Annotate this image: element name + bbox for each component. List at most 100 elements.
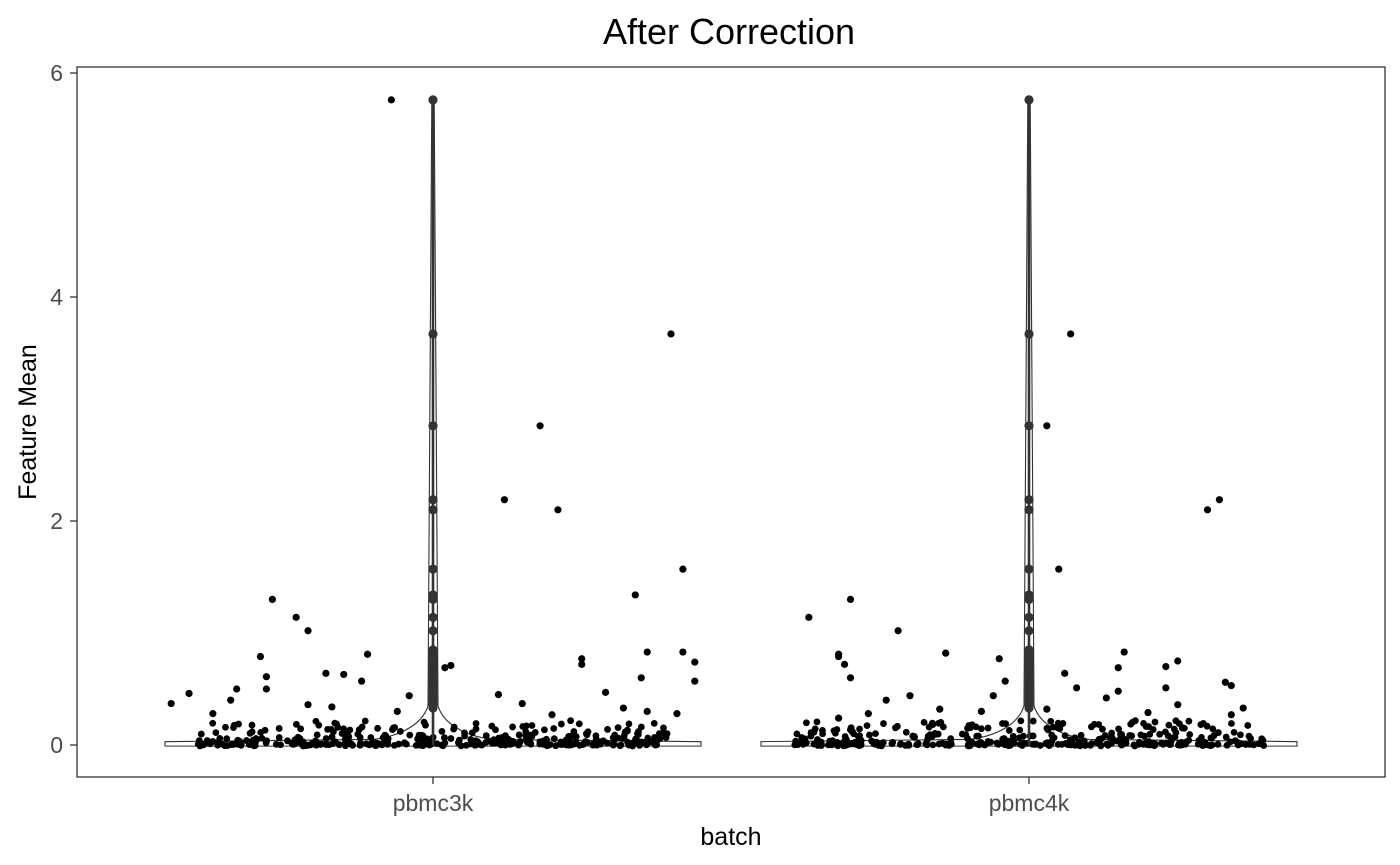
center-point [1024, 505, 1034, 515]
jitter-point [212, 729, 220, 737]
jitter-point [1227, 711, 1235, 719]
y-tick-label: 0 [50, 732, 63, 758]
jitter-point [541, 726, 548, 734]
jitter-point [472, 720, 480, 727]
jitter-point [616, 742, 624, 750]
jitter-point [636, 741, 644, 749]
center-point [1024, 703, 1034, 713]
jitter-point [1203, 722, 1211, 730]
jitter-point [304, 701, 312, 709]
jitter-point [185, 689, 193, 698]
jitter-point [1002, 720, 1009, 728]
jitter-point [942, 649, 950, 657]
jitter-point [312, 717, 320, 725]
jitter-point [578, 660, 586, 668]
jitter-point [358, 677, 366, 685]
jitter-point [1174, 701, 1182, 709]
jitter-point [835, 714, 843, 722]
jitter-point [550, 735, 558, 743]
jitter-point [229, 741, 237, 748]
jitter-point [819, 730, 827, 738]
jitter-point [277, 741, 284, 749]
jitter-point [393, 707, 401, 716]
jitter-point [329, 740, 336, 748]
x-tick-label: pbmc3k [393, 790, 474, 816]
jitter-point [920, 718, 928, 726]
jitter-point [478, 741, 486, 749]
jitter-point [531, 729, 539, 736]
jitter-point [500, 496, 508, 504]
jitter-point [289, 740, 297, 748]
jitter-point [625, 720, 633, 728]
jitter-point [227, 696, 235, 704]
jitter-point [550, 725, 558, 732]
jitter-point [275, 725, 283, 732]
jitter-point [856, 732, 863, 740]
jitter-point [418, 740, 425, 748]
jitter-point [911, 734, 918, 741]
jitter-point [679, 648, 687, 656]
jitter-point [203, 737, 211, 744]
jitter-point [984, 738, 992, 745]
jitter-point [1043, 422, 1051, 430]
jitter-point [863, 722, 871, 730]
jitter-point [1043, 705, 1051, 713]
jitter-point [441, 664, 449, 672]
jitter-point [575, 720, 583, 728]
jitter-point [482, 732, 490, 740]
jitter-point [1185, 717, 1193, 725]
jitter-point [297, 725, 305, 733]
jitter-point [299, 740, 307, 748]
jitter-point [554, 506, 562, 514]
jitter-point [650, 719, 658, 727]
jitter-point [962, 731, 970, 739]
jitter-point [1029, 717, 1037, 725]
jitter-point [361, 717, 369, 725]
jitter-point [993, 739, 1001, 747]
jitter-point [167, 699, 175, 708]
jitter-point [1081, 741, 1089, 749]
jitter-point [338, 730, 346, 737]
jitter-point [1008, 740, 1015, 747]
jitter-point [1239, 704, 1247, 712]
jitter-point [209, 710, 217, 718]
jitter-point [906, 692, 914, 700]
jitter-point [1115, 725, 1122, 733]
jitter-point [1228, 720, 1235, 727]
jitter-point [420, 718, 428, 726]
y-tick-label: 6 [50, 60, 63, 86]
jitter-point [1209, 725, 1217, 733]
x-tick-label: pbmc4k [989, 790, 1070, 816]
jitter-point [673, 710, 681, 718]
jitter-point [1071, 734, 1079, 742]
jitter-point [834, 742, 842, 750]
jitter-point [1182, 738, 1190, 746]
jitter-point [968, 721, 976, 729]
jitter-point [567, 717, 574, 725]
jitter-point [405, 692, 413, 700]
jitter-point [497, 741, 505, 749]
jitter-point [1071, 741, 1078, 749]
jitter-point [462, 741, 470, 749]
jitter-point [840, 738, 848, 746]
jitter-point [1016, 734, 1023, 742]
jitter-point [1113, 737, 1121, 745]
jitter-point [565, 732, 573, 740]
jitter-point [275, 734, 283, 741]
jitter-point [655, 730, 663, 737]
jitter-point [1151, 740, 1159, 748]
jitter-point [230, 721, 238, 729]
jitter-point [614, 724, 622, 731]
jitter-point [1214, 740, 1222, 748]
jitter-point [234, 736, 242, 744]
jitter-point [195, 737, 203, 745]
jitter-point [304, 627, 312, 635]
jitter-point [1119, 736, 1127, 744]
jitter-point [268, 595, 276, 604]
jitter-point [905, 741, 913, 749]
jitter-point [1114, 664, 1122, 672]
jitter-point [624, 738, 631, 746]
jitter-point [634, 730, 641, 738]
jitter-point [1114, 687, 1122, 695]
jitter-point [872, 730, 879, 738]
